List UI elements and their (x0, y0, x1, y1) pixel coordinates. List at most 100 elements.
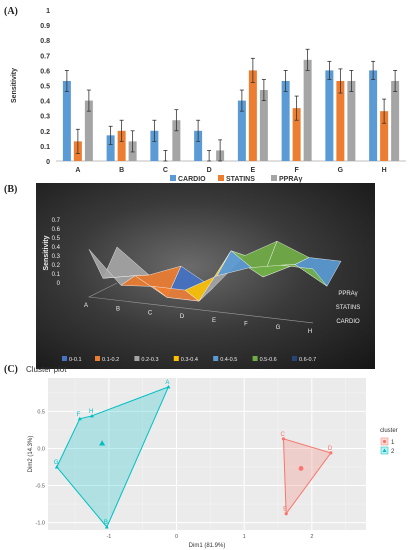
legend-marker (382, 448, 387, 452)
z-tick-label: 0.3 (52, 254, 61, 260)
bar-ppra (259, 90, 268, 161)
point-label: A (165, 380, 169, 386)
x-tick-label: A (84, 303, 88, 309)
point-label: C (280, 432, 285, 438)
legend-label: STATINS (226, 176, 255, 183)
point-label: E (283, 507, 287, 513)
bar-ppra (391, 80, 400, 161)
bar-cardio (150, 130, 159, 161)
z-tick-label: 0.4 (52, 245, 61, 251)
bar-statins (292, 108, 301, 161)
x-tick-label: B (116, 307, 120, 313)
x-tick-label: F (294, 167, 299, 174)
z-axis-label: Sensitivity (43, 235, 50, 270)
z-tick-label: 0.5 (52, 236, 61, 242)
panel-label-b: (B) (4, 184, 18, 195)
y-axis-label: Dim2 (14.3%) (28, 436, 34, 473)
bar-cardio (237, 100, 246, 161)
bar-cardio (369, 70, 378, 161)
x-tick-label: D (207, 167, 212, 174)
bar-statins (248, 70, 257, 161)
legend-swatch (170, 175, 176, 181)
legend-label: 0.5-0.6 (260, 357, 277, 363)
floor-edge (87, 282, 314, 324)
x-tick-label: A (75, 167, 80, 174)
legend-label: 0.4-0.5 (220, 357, 237, 363)
point-label: G (54, 460, 59, 466)
x-tick-label: 2 (310, 534, 313, 540)
y-axis-label: Sensitivity (11, 68, 18, 103)
centroid-marker (99, 440, 106, 446)
data-point (281, 437, 286, 441)
legend-label: 0.2-0.3 (141, 357, 158, 363)
legend-swatch (218, 175, 224, 181)
point-label: D (328, 446, 333, 452)
surface-chart: 0 0.1 0.2 0.3 0.4 0.5 0.6 0.7 Sensitivity A B C D E F G… (43, 218, 360, 363)
legend-label: 1 (391, 440, 395, 446)
surface-patch (280, 264, 328, 287)
x-tick-label: F (244, 322, 248, 328)
y-tick-label: 0.3 (40, 114, 50, 121)
cluster-hull (56, 386, 170, 528)
z-tick-label: 0.2 (52, 263, 61, 269)
bar-cardio (194, 130, 203, 161)
legend-swatch (134, 356, 140, 361)
data-point (166, 384, 171, 389)
bar-ppra (172, 120, 181, 161)
cluster-plot: Cluster plot -1 0 1 2 -1.0 -0.5 0.0 0.5 Dim1 (81.… (26, 365, 398, 549)
x-tick-label: H (382, 167, 387, 174)
y-tick-label: 0.4 (40, 99, 50, 106)
data-point (329, 451, 333, 455)
data-point (89, 413, 94, 418)
data-point (284, 512, 288, 516)
x-tick-label: E (212, 318, 216, 324)
y-tick-label: 0.8 (40, 38, 50, 45)
surface-chart-panel: 0 0.1 0.2 0.3 0.4 0.5 0.6 0.7 Sensitivity A B C D E F G… (36, 183, 375, 369)
legend-swatch (173, 356, 179, 361)
bar-statins (380, 111, 389, 161)
legend-swatch (252, 356, 258, 361)
y-tick-label: 0.0 (37, 446, 45, 452)
plot-background (48, 378, 366, 530)
legend-label: PPRAγ (279, 176, 302, 183)
y-tick-label: 0.1 (40, 144, 50, 151)
x-tick-label: B (119, 167, 124, 174)
y-tick-label: 0 (46, 159, 50, 166)
panel-label-a: (A) (4, 6, 18, 17)
depth-label: PPRAγ (338, 291, 357, 297)
z-tick-label: 0 (57, 281, 61, 287)
legend-swatch (62, 356, 67, 361)
bar-ppra (303, 59, 312, 161)
z-tick-label: 0.6 (52, 227, 61, 233)
z-tick-label: 0.1 (52, 272, 61, 278)
bar-cardio (325, 70, 334, 161)
data-point (77, 416, 82, 421)
legend-swatch (292, 356, 297, 361)
x-tick-label: 0 (175, 534, 178, 540)
bar-cardio (106, 135, 115, 161)
x-tick-label: D (180, 314, 185, 320)
y-tick-label: -1.0 (36, 521, 45, 527)
y-tick-label: 1 (46, 8, 50, 15)
point-label: H (89, 409, 93, 415)
surface-patch (294, 257, 342, 287)
bar-cardio (62, 80, 71, 161)
y-tick-label: 0.6 (40, 68, 50, 75)
y-tick-label: -0.5 (36, 484, 45, 490)
plot-title: Cluster plot (26, 365, 67, 374)
legend-label: 0.3-0.4 (181, 357, 198, 363)
legend-label: CARDIO (178, 176, 206, 183)
data-point (54, 464, 59, 469)
legend-label: 0-0.1 (69, 357, 82, 363)
legend-label: 0.1-0.2 (102, 357, 119, 363)
legend-title: cluster (380, 428, 398, 434)
bar-ppra (84, 100, 93, 161)
point-label: B (104, 520, 108, 526)
depth-label: STATINS (336, 305, 360, 311)
panel-label-c: (C) (4, 364, 18, 375)
x-tick-label: G (338, 167, 344, 174)
x-tick-label: H (308, 329, 312, 335)
x-tick-label: C (148, 310, 153, 316)
cluster-hull (282, 438, 332, 516)
data-point (104, 525, 109, 529)
